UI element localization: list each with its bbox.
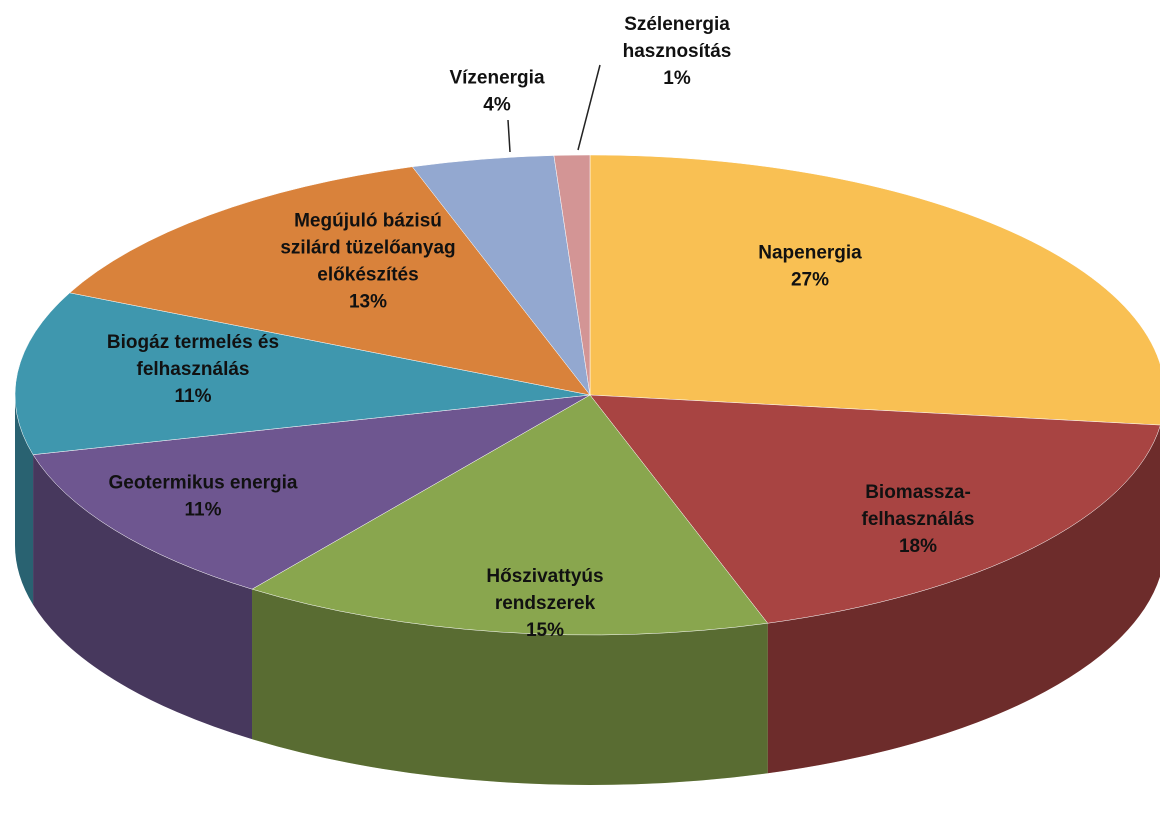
pie-tops xyxy=(14,154,1160,636)
value-label: 27% xyxy=(791,270,829,291)
category-label: Vízenergia xyxy=(449,68,544,89)
side-shade xyxy=(33,454,253,740)
slice xyxy=(14,292,591,455)
category-label: Biogáz termelés és felhasználás xyxy=(107,332,279,380)
slice-side xyxy=(767,426,1160,774)
value-label: 11% xyxy=(175,386,212,407)
leader-line xyxy=(577,64,601,151)
category-label: Napenergia xyxy=(758,243,862,264)
value-label: 13% xyxy=(349,292,387,313)
pie-sides xyxy=(14,395,1160,785)
side-shade xyxy=(767,426,1160,774)
leader-line xyxy=(507,119,511,153)
side-face xyxy=(33,454,253,740)
side-shade xyxy=(252,589,768,785)
value-label: 1% xyxy=(663,68,691,89)
value-label: 15% xyxy=(526,620,564,641)
slice xyxy=(553,154,591,396)
value-label: 18% xyxy=(899,536,937,557)
side-face xyxy=(252,589,768,785)
side-shade xyxy=(14,395,34,605)
slice xyxy=(251,394,769,636)
slice-side xyxy=(33,454,253,740)
category-label: Biomassza-felhasználás xyxy=(862,482,975,530)
slice xyxy=(589,154,1160,426)
value-label: 4% xyxy=(483,95,511,116)
side-face xyxy=(767,426,1160,774)
slice-side xyxy=(252,589,768,785)
slice xyxy=(69,166,591,396)
category-label: Geotermikus energia xyxy=(108,473,297,494)
category-label: Szélenergia hasznosítás xyxy=(623,14,732,62)
side-face xyxy=(14,395,34,605)
category-label: Hőszivattyús rendszerek xyxy=(486,566,603,614)
slice xyxy=(32,394,591,590)
slice-side xyxy=(14,395,34,605)
slice xyxy=(589,394,1160,624)
value-label: 11% xyxy=(185,500,222,521)
category-label: Megújuló bázisú szilárd tüzelőanyag előkés… xyxy=(280,211,455,286)
labels: Napenergia 27% Biomassza-felhasználás 18% Hő… xyxy=(107,14,975,641)
